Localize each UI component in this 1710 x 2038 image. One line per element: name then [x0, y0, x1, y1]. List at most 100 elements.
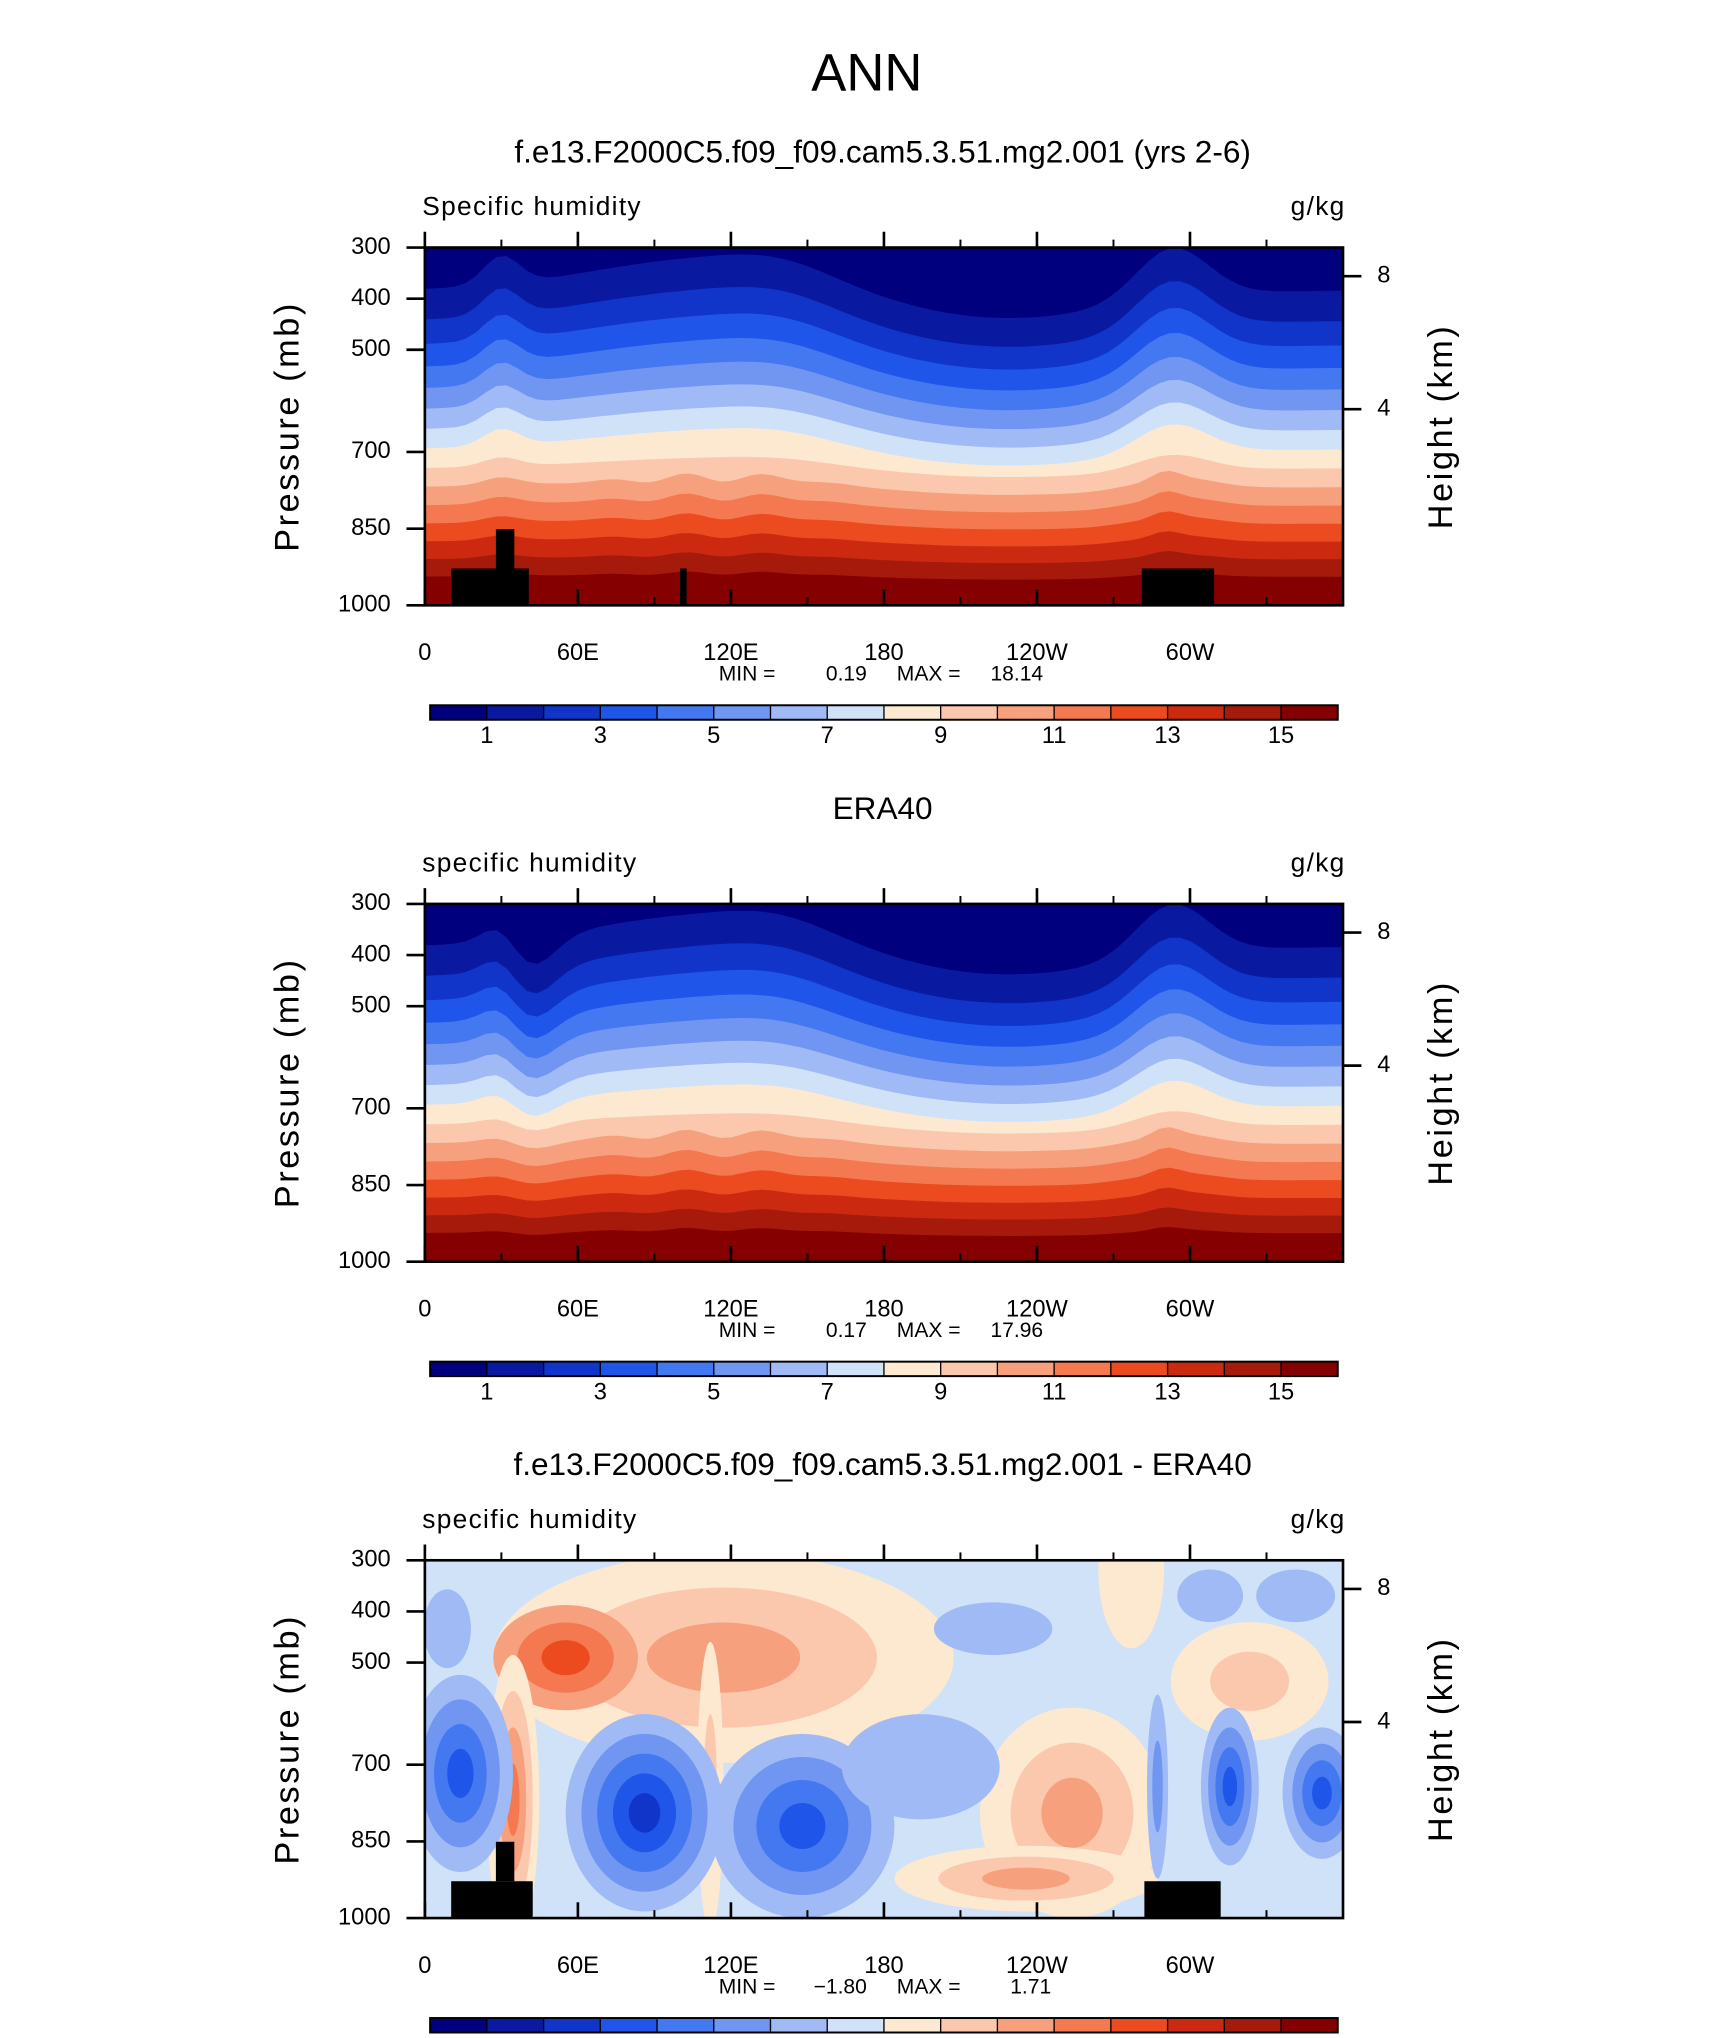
units-label: g/kg — [1291, 1504, 1346, 1534]
max-value: 18.14 — [990, 663, 1043, 686]
y-tick-label: 300 — [351, 890, 390, 916]
colorbar-box — [1281, 2018, 1338, 2033]
variable-label: specific humidity — [422, 847, 637, 877]
contour-blob — [1256, 1569, 1336, 1623]
terrain — [451, 568, 529, 606]
x-tick-label: 0 — [418, 640, 431, 666]
max-label: MAX = — [897, 1319, 961, 1342]
colorbar-box — [657, 1361, 714, 1377]
contour-blob — [1222, 1766, 1238, 1807]
colorbar-box — [827, 2018, 884, 2033]
colorbar-label: 0.9 — [1094, 2036, 1127, 2038]
contour-blob — [1152, 1740, 1163, 1833]
colorbar-label: 9 — [934, 723, 947, 749]
colorbar-box — [1054, 2018, 1111, 2033]
y-tick-label: 700 — [351, 438, 390, 464]
y-axis-title: Pressure (mb) — [268, 1614, 306, 1865]
terrain — [680, 568, 687, 606]
min-value: 0.17 — [826, 1319, 867, 1342]
min-label: MIN = — [719, 663, 776, 686]
colorbar-box — [997, 2018, 1055, 2033]
y-tick-label: 1000 — [338, 1904, 391, 1930]
y-axis-title: Pressure (mb) — [268, 957, 306, 1208]
y-tick-label: 400 — [351, 941, 390, 967]
y-tick-label: 500 — [351, 336, 390, 362]
colorbar-label: 11 — [1042, 1379, 1067, 1405]
colorbar-box — [1167, 1361, 1225, 1377]
max-value: 17.96 — [990, 1319, 1043, 1342]
colorbar-label: 13 — [1154, 1379, 1180, 1405]
colorbar-box — [997, 1361, 1055, 1377]
min-label: MIN = — [719, 1319, 776, 1342]
colorbar-label: 3 — [594, 1379, 607, 1405]
terrain — [451, 1881, 533, 1919]
y-tick-label: 850 — [351, 1828, 390, 1854]
y2-tick-label: 4 — [1377, 395, 1390, 421]
y-tick-label: 850 — [351, 1171, 390, 1197]
contour-blob — [646, 1622, 801, 1693]
colorbar-box — [827, 705, 884, 720]
colorbar-label: 1 — [480, 723, 493, 749]
colorbar-label: 15 — [1268, 723, 1294, 749]
x-tick-label: 60W — [1166, 1953, 1215, 1979]
colorbar-box — [430, 705, 487, 720]
x-tick-label: 120E — [703, 640, 758, 666]
colorbar-box — [940, 1361, 998, 1377]
contour-field — [424, 1560, 1344, 1919]
contour-blob — [933, 1602, 1053, 1655]
colorbar-box — [430, 1361, 487, 1377]
panel-title: f.e13.F2000C5.f09_f09.cam5.3.51.mg2.001 … — [513, 1446, 1251, 1482]
contour-blob — [1177, 1569, 1244, 1623]
colorbar-box — [883, 705, 941, 720]
colorbar-box — [1224, 705, 1282, 720]
colorbar-label: 7 — [821, 1379, 834, 1405]
figure-title: ANN — [811, 43, 922, 102]
contour-band — [424, 903, 1344, 975]
y-tick-label: 500 — [351, 1649, 390, 1675]
contour-blob — [1210, 1651, 1290, 1711]
x-tick-label: 180 — [864, 640, 903, 666]
x-tick-label: 60E — [557, 1297, 599, 1323]
contour-blob — [424, 1589, 471, 1669]
colorbar-frame — [429, 2017, 1339, 2034]
x-tick-label: 60W — [1166, 640, 1215, 666]
colorbar-label: 9 — [934, 1379, 947, 1405]
panel-title: f.e13.F2000C5.f09_f09.cam5.3.51.mg2.001 … — [514, 133, 1251, 169]
y-tick-label: 400 — [351, 285, 390, 311]
colorbar-box — [770, 2018, 828, 2033]
colorbar-box — [430, 2018, 487, 2033]
colorbar-box — [600, 1361, 658, 1377]
y2-tick-label: 8 — [1377, 1575, 1390, 1601]
colorbar-label: 11 — [1042, 723, 1067, 749]
x-tick-label: 60E — [557, 640, 599, 666]
colorbar-box — [713, 1361, 771, 1377]
max-label: MAX = — [897, 1975, 961, 1998]
colorbar-label: 0 — [877, 2036, 890, 2038]
variable-label: Specific humidity — [422, 191, 642, 221]
colorbar-box — [1167, 705, 1225, 720]
colorbar-box — [1110, 1361, 1168, 1377]
colorbar-box — [1054, 1361, 1111, 1377]
colorbar-box — [486, 1361, 544, 1377]
x-tick-label: 120W — [1006, 1953, 1068, 1979]
y-tick-label: 500 — [351, 992, 390, 1018]
x-tick-label: 120W — [1006, 640, 1068, 666]
colorbar-label: 5 — [707, 1379, 720, 1405]
colorbar-box — [1281, 1361, 1338, 1377]
colorbar-label: −1.5 — [520, 2036, 567, 2038]
colorbar-label: 5 — [707, 723, 720, 749]
panel-title: ERA40 — [833, 790, 933, 826]
colorbar-box — [1110, 2018, 1168, 2033]
y2-axis-title: Height (km) — [1422, 980, 1460, 1186]
y-tick-label: 850 — [351, 515, 390, 541]
colorbar-box — [1110, 705, 1168, 720]
colorbar-box — [883, 1361, 941, 1377]
contour-field — [424, 903, 1344, 1262]
x-tick-label: 180 — [864, 1297, 903, 1323]
x-tick-label: 0 — [418, 1297, 431, 1323]
y-tick-label: 400 — [351, 1598, 390, 1624]
colorbar-box — [940, 2018, 998, 2033]
y2-tick-label: 8 — [1377, 262, 1390, 288]
y-tick-label: 300 — [351, 1547, 390, 1573]
